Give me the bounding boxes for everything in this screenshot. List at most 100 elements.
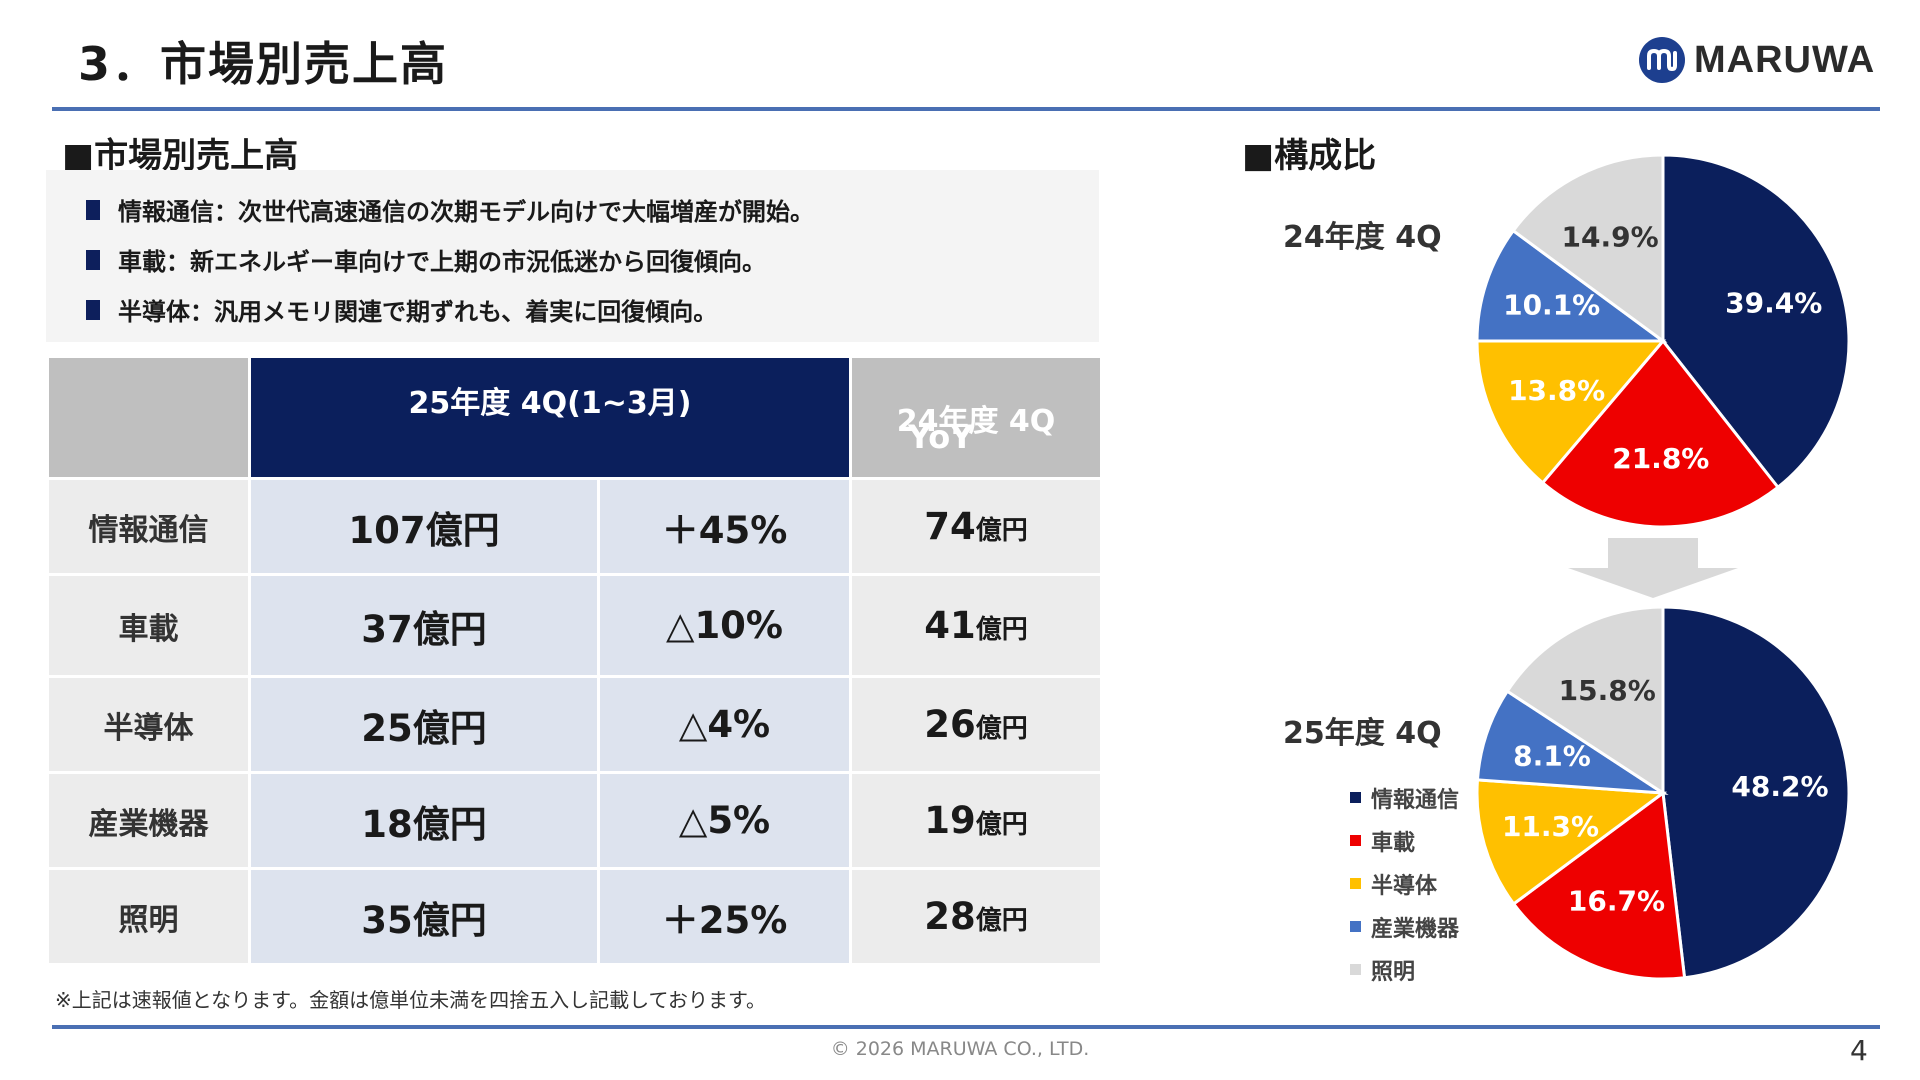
legend-swatch [1350,792,1361,803]
note-item: 情報通信：次世代高速通信の次期モデル向けで大幅増産が開始。 [86,192,814,227]
pie-data-label: 10.1% [1503,288,1600,321]
bullet-square-icon [86,199,100,220]
company-logo: MARUWA [1638,34,1875,86]
table-row: 照明 35億円 ＋25% 28億円 [46,867,1103,966]
pie-data-label: 39.4% [1725,287,1822,320]
table-row: 車載 37億円 △10% 41億円 [46,573,1103,678]
down-arrow-icon [1568,538,1738,598]
pie-slice-industrial [1475,689,1669,795]
sales-table: 25年度 4Q(1~3月) YoY 24年度 4Q 情報通信 107億円 ＋45… [46,355,1103,966]
legend-swatch [1350,835,1361,846]
header-current-period: 25年度 4Q(1~3月) YoY [248,355,973,480]
row-label: 情報通信 [46,477,251,576]
legend-item: 半導体 [1350,862,1459,905]
table-row: 半導体 25億円 △4% 26億円 [46,675,1103,774]
notes-box: 情報通信：次世代高速通信の次期モデル向けで大幅増産が開始。 車載：新エネルギー車… [46,170,1099,342]
previous-value-cell: 19億円 [849,771,1103,870]
pie-slice-info-comm [1661,153,1851,490]
footer-rule [52,1025,1880,1029]
previous-unit: 億円 [975,714,1028,744]
pie-slice-semiconductor [1475,339,1667,485]
table-corner-cell [46,355,251,480]
bullet-square-icon [86,249,100,270]
pie-data-label: 16.7% [1568,885,1665,918]
pie-slice-lighting [1511,153,1665,344]
pie-data-label: 14.9% [1562,220,1659,253]
table-header-row: 25年度 4Q(1~3月) YoY 24年度 4Q [46,355,1103,480]
page-number: 4 [1850,1034,1868,1067]
previous-value: 28 [924,895,976,938]
current-value: 37億円 [248,573,600,678]
previous-unit: 億円 [975,615,1028,645]
table-row: 情報通信 107億円 ＋45% 74億円 [46,477,1103,576]
pie-data-label: 8.1% [1513,740,1591,773]
yoy-value: ＋25% [597,867,852,966]
table-row: 産業機器 18億円 △5% 19億円 [46,771,1103,870]
legend-item: 産業機器 [1350,905,1459,948]
legend-label: 照明 [1371,959,1416,985]
row-label: 産業機器 [46,771,251,870]
header-current-label: 25年度 4Q(1~3月) [408,386,692,421]
row-label: 照明 [46,867,251,966]
section-heading-composition: ■構成比 [1242,136,1377,176]
previous-unit: 億円 [975,810,1028,840]
previous-unit: 億円 [975,516,1028,546]
legend-swatch [1350,921,1361,932]
yoy-value: ＋45% [597,477,852,576]
maruwa-logo-icon [1639,37,1685,83]
current-value: 25億円 [248,675,600,774]
note-text: 半導体：汎用メモリ関連で期ずれも、着実に回復傾向。 [118,298,718,326]
header-previous-period: 24年度 4Q [849,355,1103,480]
pie-data-label: 11.3% [1502,810,1599,843]
pie-chart-25: 48.2% 16.7% 11.3% 8.1% 15.8% [1475,605,1851,981]
previous-value-cell: 41億円 [849,573,1103,678]
yoy-value: △5% [597,771,852,870]
current-value: 107億円 [248,477,600,576]
note-item: 車載：新エネルギー車向けで上期の市況低迷から回復傾向。 [86,242,766,277]
bullet-square-icon [86,299,100,320]
yoy-value: △4% [597,675,852,774]
previous-value: 74 [924,505,976,548]
legend-item: 情報通信 [1350,776,1459,819]
previous-value: 26 [924,703,976,746]
previous-value: 19 [924,799,976,842]
page-title: 3．市場別売上高 [78,37,449,91]
legend-item: 車載 [1350,819,1459,862]
previous-value: 41 [924,604,976,647]
pie-data-label: 48.2% [1731,770,1828,803]
row-label: 半導体 [46,675,251,774]
legend-label: 情報通信 [1371,787,1460,813]
pie-slice-automotive [1540,338,1781,529]
legend-label: 産業機器 [1371,916,1460,942]
pie-slice-info-comm [1661,605,1851,980]
previous-value-cell: 26億円 [849,675,1103,774]
legend-label: 車載 [1371,830,1416,856]
pie-slice-lighting [1505,605,1665,796]
logo-text: MARUWA [1694,38,1876,81]
header-yoy-label: YoY [908,418,974,456]
current-value: 35億円 [248,867,600,966]
section-heading-sales: ■市場別売上高 [62,136,299,176]
yoy-value: △10% [597,573,852,678]
pie-data-label: 13.8% [1508,374,1605,407]
previous-value-cell: 28億円 [849,867,1103,966]
row-label: 車載 [46,573,251,678]
pie-top-period-label: 24年度 4Q [1283,220,1442,255]
pie-slice-semiconductor [1475,778,1668,906]
pie-data-label: 15.8% [1559,674,1656,707]
current-value: 18億円 [248,771,600,870]
note-item: 半導体：汎用メモリ関連で期ずれも、着実に回復傾向。 [86,292,717,327]
pie-bottom-period-label: 25年度 4Q [1283,716,1442,751]
footnote: ※上記は速報値となります。金額は億単位未満を四捨五入し記載しております。 [55,988,766,1012]
pie-slice-industrial [1475,228,1668,343]
legend-item: 照明 [1350,948,1459,991]
pie-slice-automotive [1511,790,1687,981]
note-text: 車載：新エネルギー車向けで上期の市況低迷から回復傾向。 [118,248,766,276]
legend-label: 半導体 [1371,873,1438,899]
header-rule [52,107,1880,111]
note-text: 情報通信：次世代高速通信の次期モデル向けで大幅増産が開始。 [118,198,814,226]
pie-legend: 情報通信 車載 半導体 産業機器 照明 [1350,776,1459,991]
pie-chart-24: 39.4% 21.8% 13.8% 10.1% 14.9% [1475,153,1851,529]
legend-swatch [1350,878,1361,889]
